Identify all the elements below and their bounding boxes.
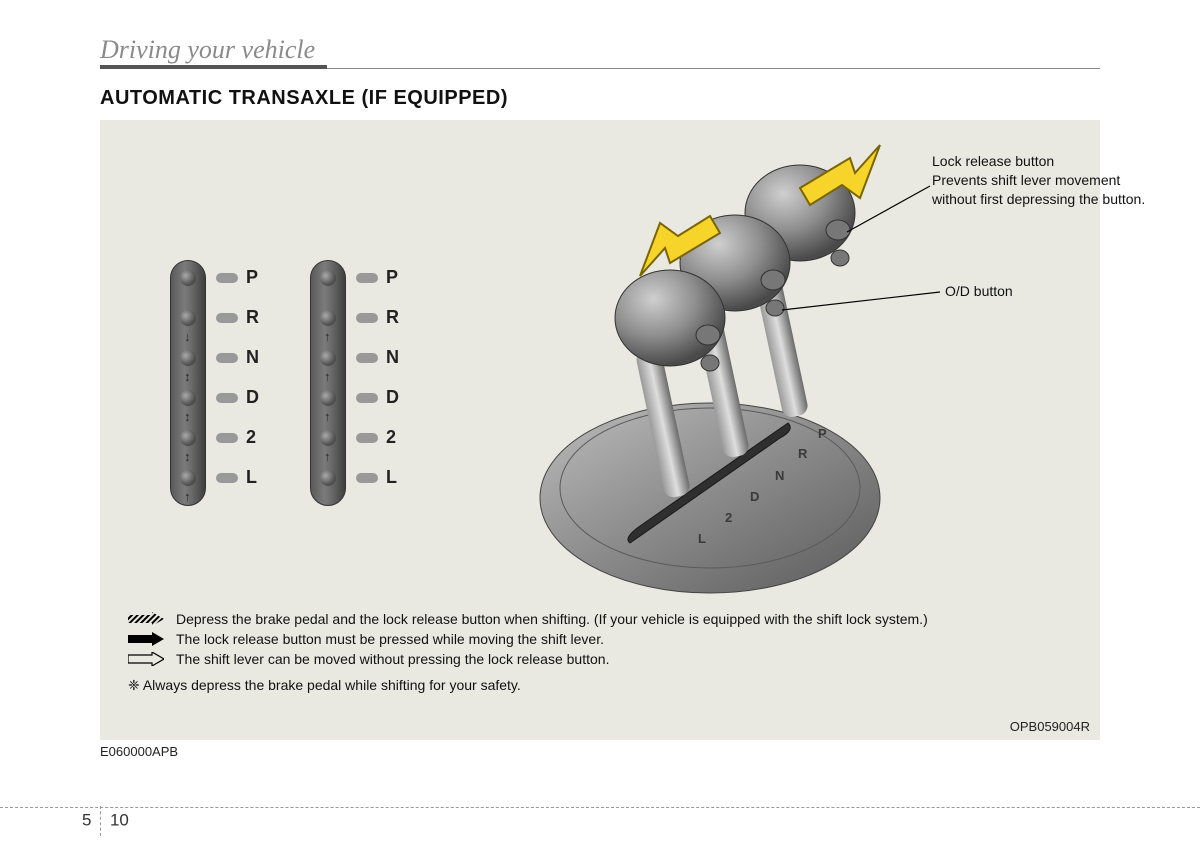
gear-dot (180, 350, 196, 366)
gear-label-D: D (386, 387, 399, 408)
plate-label-2: 2 (725, 510, 732, 525)
gear-dot (320, 310, 336, 326)
gear-direction-arrow: ↕ (184, 370, 192, 384)
legend-row-hatched: Depress the brake pedal and the lock rel… (128, 611, 928, 627)
gear-dot (320, 470, 336, 486)
section-title: AUTOMATIC TRANSAXLE (IF EQUIPPED) (100, 87, 1100, 110)
legend-text-hollow: The shift lever can be moved without pre… (176, 651, 609, 667)
gear-label-P: P (386, 267, 398, 288)
knob-front (615, 270, 725, 371)
gear-dot (180, 310, 196, 326)
legend: Depress the brake pedal and the lock rel… (128, 611, 928, 694)
gear-dot (320, 430, 336, 446)
gear-pill (356, 433, 378, 443)
gear-dot (180, 270, 196, 286)
gear-dot (180, 470, 196, 486)
gear-direction-arrow: ↕ (184, 410, 192, 424)
gear-direction-arrow: ↑ (324, 330, 332, 344)
plate-label-L: L (698, 531, 706, 546)
gear-pill (216, 393, 238, 403)
chapter-title: Driving your vehicle (100, 35, 327, 69)
callout-lock-release: Lock release button Prevents shift lever… (932, 152, 1162, 209)
gear-dot (180, 430, 196, 446)
gear-pill (356, 473, 378, 483)
plate-label-D: D (750, 489, 759, 504)
legend-text-hatched: Depress the brake pedal and the lock rel… (176, 611, 928, 627)
gear-direction-arrow: ↕ (184, 450, 192, 464)
gear-pill (356, 313, 378, 323)
safety-note: ❈ Always depress the brake pedal while s… (128, 677, 928, 694)
page-number: 5 10 (82, 806, 129, 836)
figure-code-left: E060000APB (100, 744, 1100, 759)
plate-label-P: P (818, 426, 827, 441)
gear-label-L: L (386, 467, 397, 488)
callout-lock-title: Lock release button (932, 152, 1162, 171)
hollow-arrow-icon (128, 652, 164, 666)
gear-pill (356, 353, 378, 363)
shift-lever-illustration: P R N D 2 L (520, 138, 920, 608)
manual-page: Driving your vehicle AUTOMATIC TRANSAXLE… (0, 0, 1200, 759)
gear-dot (320, 350, 336, 366)
hatched-arrow-icon (128, 612, 164, 626)
gear-label-N: N (246, 347, 259, 368)
plate-label-N: N (775, 468, 784, 483)
page-num-value: 10 (110, 810, 129, 829)
figure-box: P ↓ R ↕ N ↕ D ↕ 2 ↑ L P ↑ R ↑ N ↑ D ↑ 2 L (100, 120, 1100, 740)
gear-pill (216, 353, 238, 363)
gear-dot (320, 270, 336, 286)
gear-label-R: R (246, 307, 259, 328)
gear-label-D: D (246, 387, 259, 408)
page-sep (100, 806, 101, 836)
gear-pill (216, 273, 238, 283)
gear-label-2: 2 (246, 427, 256, 448)
callout-od: O/D button (945, 282, 1013, 301)
header-row: Driving your vehicle (100, 35, 1100, 69)
gear-direction-arrow: ↓ (184, 330, 192, 344)
gear-pill (356, 393, 378, 403)
gear-label-R: R (386, 307, 399, 328)
gear-dot (320, 390, 336, 406)
footer-rule (0, 807, 1200, 808)
gear-label-N: N (386, 347, 399, 368)
gear-label-L: L (246, 467, 257, 488)
plate-label-R: R (798, 446, 808, 461)
page-chapter: 5 (82, 810, 91, 829)
legend-text-solid: The lock release button must be pressed … (176, 631, 604, 647)
gear-dot (180, 390, 196, 406)
callout-lock-desc: Prevents shift lever movement without fi… (932, 171, 1162, 209)
gear-label-P: P (246, 267, 258, 288)
gear-pill (356, 273, 378, 283)
gear-direction-arrow: ↑ (324, 450, 332, 464)
figure-code-right: OPB059004R (1010, 719, 1090, 734)
shifter-svg: P R N D 2 L (520, 138, 920, 608)
gear-pill (216, 433, 238, 443)
legend-row-hollow: The shift lever can be moved without pre… (128, 651, 928, 667)
gear-pill (216, 473, 238, 483)
gear-pill (216, 313, 238, 323)
solid-arrow-icon (128, 632, 164, 646)
gear-direction-arrow: ↑ (184, 490, 192, 504)
legend-row-solid: The lock release button must be pressed … (128, 631, 928, 647)
gear-label-2: 2 (386, 427, 396, 448)
gear-direction-arrow: ↑ (324, 370, 332, 384)
gear-direction-arrow: ↑ (324, 410, 332, 424)
